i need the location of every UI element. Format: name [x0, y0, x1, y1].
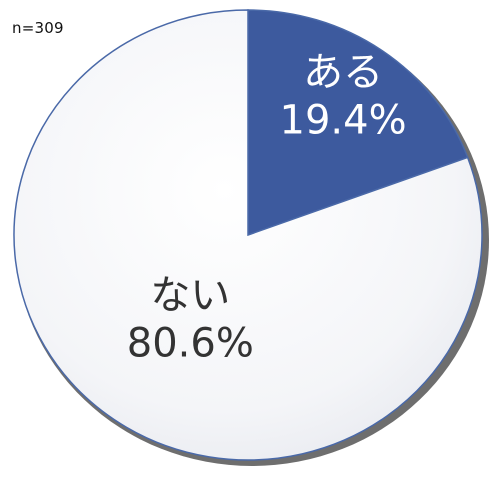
slice-label-2: ない: [150, 272, 230, 318]
pie-slice-1: [247, 9, 469, 237]
slice-value-label-2: 80.6%: [127, 320, 254, 366]
slice-value-label-1: 19.4%: [280, 98, 407, 144]
sample-size-label: n=309: [12, 19, 64, 37]
pie-slice-2: [13, 9, 483, 461]
slice-label-1: ある: [303, 50, 383, 96]
